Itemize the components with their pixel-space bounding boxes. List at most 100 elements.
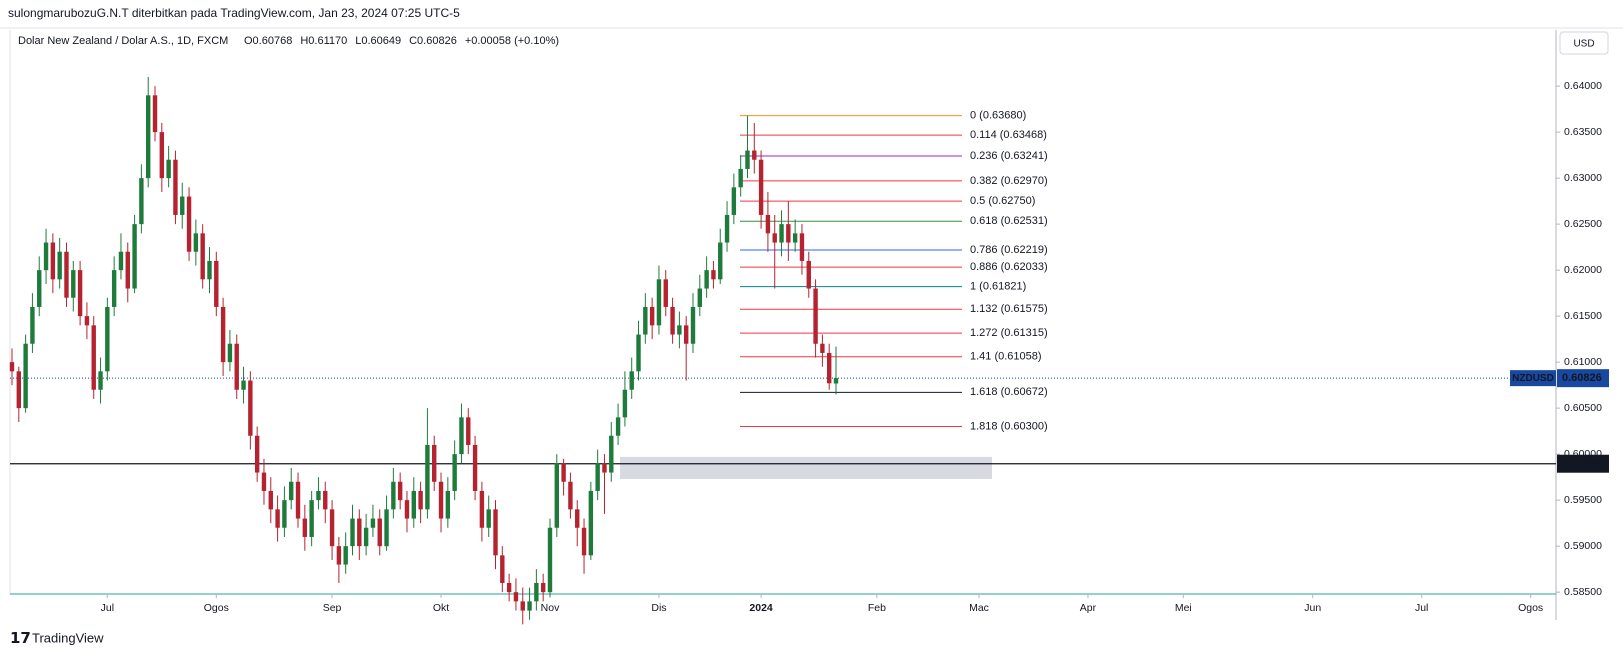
candle-body	[282, 500, 287, 528]
candle-body	[125, 251, 130, 289]
fib-label: 0.5 (0.62750)	[970, 195, 1035, 207]
x-tick-label: Ogos	[204, 602, 229, 614]
candle-body	[779, 224, 784, 243]
candle-body	[111, 270, 117, 307]
candle-body	[656, 279, 662, 326]
candle-body	[588, 490, 594, 556]
candle-body	[772, 233, 777, 243]
fib-label: 0 (0.63680)	[970, 109, 1026, 121]
symbol-tag: NZDUSD	[1512, 373, 1554, 384]
candle-body	[792, 233, 798, 243]
currency-label[interactable]: USD	[1573, 39, 1594, 50]
candle-body	[670, 306, 675, 335]
candle-body	[302, 518, 308, 537]
candle-body	[84, 316, 90, 326]
y-tick-label: 0.61000	[1564, 356, 1602, 368]
candle-body	[50, 242, 56, 280]
fib-label: 0.114 (0.63468)	[970, 129, 1047, 141]
candle-body	[581, 527, 587, 556]
candle-body	[479, 490, 485, 528]
candle-body	[77, 270, 83, 317]
candle-body	[486, 509, 491, 528]
y-tick-label: 0.61500	[1564, 310, 1602, 322]
candle-body	[493, 509, 498, 556]
x-tick-label: Mac	[969, 602, 989, 614]
publisher: sulongmarubozuG.N.T diterbitkan pada Tra…	[8, 6, 460, 20]
hline-label-bg	[1557, 454, 1609, 473]
candle-body	[43, 242, 49, 271]
x-tick-label: Jun	[1304, 602, 1321, 614]
candle-body	[404, 500, 410, 519]
candle-body	[9, 362, 15, 372]
fib-label: 0.618 (0.62531)	[970, 215, 1048, 227]
candle-body	[425, 444, 430, 510]
candle-body	[697, 288, 703, 307]
candle-body	[64, 251, 69, 298]
candle-body	[139, 178, 144, 225]
candle-body	[248, 380, 253, 436]
fib-label: 1 (0.61821)	[970, 281, 1026, 293]
candle-body	[786, 224, 791, 243]
candle-body	[806, 260, 811, 289]
fib-label: 0.786 (0.62219)	[970, 244, 1048, 256]
candle-body	[833, 378, 839, 384]
candle-body	[636, 334, 641, 372]
candle-body	[193, 233, 199, 252]
candle-body	[275, 509, 280, 528]
x-tick-label: Jul	[1415, 602, 1428, 614]
fib-label: 1.818 (0.60300)	[970, 420, 1048, 432]
candle-body	[336, 546, 342, 565]
candle-body	[37, 270, 42, 307]
candle-body	[690, 306, 696, 344]
candle-body	[629, 371, 634, 390]
fib-label: 1.272 (0.61315)	[970, 327, 1048, 339]
x-tick-label: Mei	[1175, 602, 1192, 614]
y-tick-label: 0.62000	[1564, 264, 1602, 276]
y-tick-label: 0.60500	[1564, 402, 1602, 414]
candle-body	[609, 435, 614, 473]
candle-body	[445, 490, 451, 519]
y-tick-label: 0.63500	[1564, 126, 1602, 138]
candle-body	[568, 481, 573, 510]
candle-body	[718, 242, 723, 280]
ohlc-value: O0.60768	[244, 35, 292, 47]
ohlc-value: C0.60826	[409, 35, 457, 47]
candle-body	[118, 251, 124, 271]
candle-body	[152, 95, 158, 133]
candle-body	[377, 518, 382, 547]
candle-body	[91, 325, 96, 390]
candle-body	[57, 251, 62, 280]
candle-body	[166, 159, 171, 179]
candle-body	[758, 159, 764, 215]
candle-body	[813, 288, 818, 344]
candle-body	[575, 509, 580, 528]
x-tick-label: Sep	[323, 602, 342, 614]
x-tick-label: Nov	[541, 602, 560, 614]
candle-body	[472, 444, 478, 491]
x-tick-label: Okt	[433, 602, 449, 614]
candle-body	[752, 150, 757, 160]
candle-body	[16, 371, 22, 409]
candle-body	[615, 417, 621, 436]
candle-body	[207, 260, 212, 280]
candle-body	[820, 343, 825, 353]
candle-body	[234, 343, 239, 390]
candle-body	[799, 233, 805, 261]
candle-body	[132, 224, 137, 289]
fib-label: 0.236 (0.63241)	[970, 150, 1048, 162]
x-tick-label: 2024	[749, 602, 773, 614]
ohlc-value: H0.61170	[300, 35, 347, 47]
x-tick-label: Apr	[1080, 602, 1097, 614]
candle-body	[173, 159, 178, 215]
candle-body	[643, 306, 648, 335]
x-tick-label: Jul	[101, 602, 114, 614]
x-tick-label: Dis	[651, 602, 666, 614]
y-tick-label: 0.58500	[1564, 586, 1602, 598]
candle-body	[357, 518, 362, 547]
symbol-tag-bg	[1510, 370, 1556, 387]
candle-body	[384, 509, 389, 547]
currency-button[interactable]	[1559, 31, 1609, 55]
candle-body	[432, 444, 437, 482]
